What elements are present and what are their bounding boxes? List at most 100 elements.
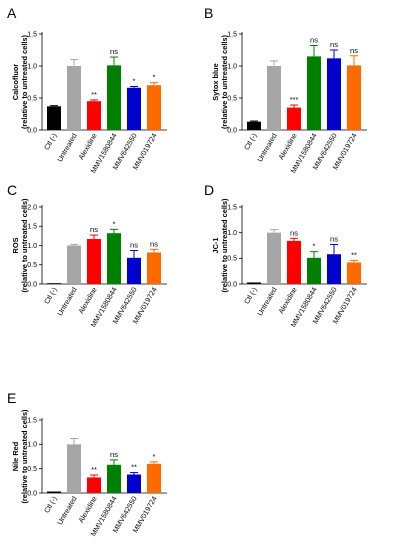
y-axis-label-line: JC-1	[211, 237, 220, 253]
category-label: Ctl (-)	[42, 495, 59, 515]
y-tick-label: 1.0	[27, 243, 37, 250]
y-tick-label: 0.0	[227, 127, 237, 134]
panel-a: A 0.0 0.5 1.0 1.5 Calcofluor(relative to untr…	[7, 5, 167, 175]
significance-label: **	[91, 465, 97, 474]
panel-letter: C	[7, 182, 17, 198]
category-label: Ctl (-)	[42, 286, 59, 306]
category-label: Untreated	[255, 286, 279, 318]
bar-2	[87, 477, 101, 493]
bar-4	[127, 257, 141, 284]
y-tick-label: 0.0	[27, 281, 37, 288]
bar-5	[147, 463, 161, 493]
significance-label: ns	[130, 241, 138, 250]
bar-0	[47, 106, 61, 130]
significance-label: ns	[330, 40, 338, 49]
bar-5	[147, 85, 161, 130]
y-axis-label-line: (relative to untreated cells)	[20, 198, 29, 293]
significance-label: **	[351, 250, 357, 259]
significance-label: *	[153, 452, 156, 461]
y-tick-label: 0.5	[27, 466, 37, 473]
significance-label: *	[153, 73, 156, 82]
y-tick-label: 1.0	[227, 63, 237, 70]
y-tick-label: 0.0	[27, 127, 37, 134]
bar-2	[87, 101, 101, 130]
bar-0	[247, 282, 261, 284]
y-tick-label: 1.0	[227, 230, 237, 237]
significance-label: **	[91, 90, 97, 99]
significance-label: *	[113, 219, 116, 228]
significance-label: ns	[150, 239, 158, 248]
y-axis-label: Nile Red(relative to untreated cells)	[11, 409, 29, 504]
y-tick-label: 0.5	[27, 95, 37, 102]
y-tick-label: 2.0	[27, 204, 37, 211]
y-tick-label: 1.5	[27, 224, 37, 231]
y-tick-label: 0.0	[227, 281, 237, 288]
category-label: Untreated	[55, 495, 79, 527]
bar-3	[307, 56, 321, 130]
y-axis-label-line: Sytox blue	[211, 63, 220, 100]
category-label: Ctl (-)	[242, 286, 259, 306]
bar-1	[267, 232, 281, 284]
y-axis-label-line: ROS	[11, 237, 20, 253]
bar-4	[327, 58, 341, 130]
bar-3	[107, 233, 121, 284]
y-axis-label-line: Calcofluor	[11, 64, 20, 101]
bar-5	[347, 262, 361, 284]
bar-2	[287, 240, 301, 284]
panel-d: D0.00.51.01.5JC-1(relative to untreated …	[204, 182, 367, 329]
bar-0	[47, 283, 61, 284]
panel-letter: E	[7, 390, 16, 406]
significance-label: ns	[110, 450, 118, 459]
bar-5	[347, 65, 361, 130]
bar-1	[67, 444, 81, 493]
category-label: Untreated	[255, 132, 279, 164]
bar-2	[87, 238, 101, 284]
y-tick-label: 1.5	[227, 204, 237, 211]
bar-4	[127, 87, 141, 130]
y-axis-label: ROS(relative to untreated cells)	[11, 198, 29, 293]
y-axis-label-line: Nile Red	[11, 441, 20, 471]
significance-label: ***	[290, 95, 299, 104]
significance-label: ns	[350, 46, 358, 55]
bar-1	[267, 66, 281, 130]
category-label: Ctl (-)	[42, 132, 59, 152]
bar-1	[67, 66, 81, 130]
significance-label: ns	[90, 225, 98, 234]
y-tick-label: 0.5	[227, 256, 237, 263]
significance-label: *	[313, 242, 316, 251]
significance-label: ns	[290, 228, 298, 237]
bar-1	[67, 245, 81, 284]
y-axis-label-line: (relative to untreated cells)	[220, 198, 229, 293]
significance-label: ns	[310, 36, 318, 45]
panel-letter: B	[204, 5, 213, 21]
bar-0	[247, 121, 261, 130]
bar-3	[307, 257, 321, 284]
y-axis-label-line: (relative to untreated cells)	[20, 34, 29, 129]
bar-4	[127, 474, 141, 493]
panel-letter: A	[7, 5, 17, 21]
y-axis-label-line: (relative to untreated cells)	[220, 34, 229, 129]
y-axis-label: Sytox blue(relative to untreated cells)	[211, 34, 229, 129]
significance-label: **	[131, 463, 137, 472]
significance-label: *	[133, 76, 136, 85]
bar-0	[47, 491, 61, 493]
y-axis-label-line: (relative to untreated cells)	[20, 409, 29, 504]
category-label: Ctl (-)	[242, 132, 259, 152]
y-tick-label: 0.5	[27, 262, 37, 269]
y-tick-label: 1.5	[27, 417, 37, 424]
y-tick-label: 1.5	[27, 31, 37, 38]
y-tick-label: 1.0	[27, 63, 37, 70]
y-tick-label: 0.0	[27, 490, 37, 497]
y-tick-label: 0.5	[227, 95, 237, 102]
y-axis-label: JC-1(relative to untreated cells)	[211, 198, 229, 293]
panel-letter: D	[204, 182, 214, 198]
significance-label: ns	[330, 234, 338, 243]
bar-3	[107, 65, 121, 130]
category-label: Untreated	[55, 132, 79, 164]
significance-label: ns	[110, 47, 118, 56]
bar-2	[287, 107, 301, 130]
